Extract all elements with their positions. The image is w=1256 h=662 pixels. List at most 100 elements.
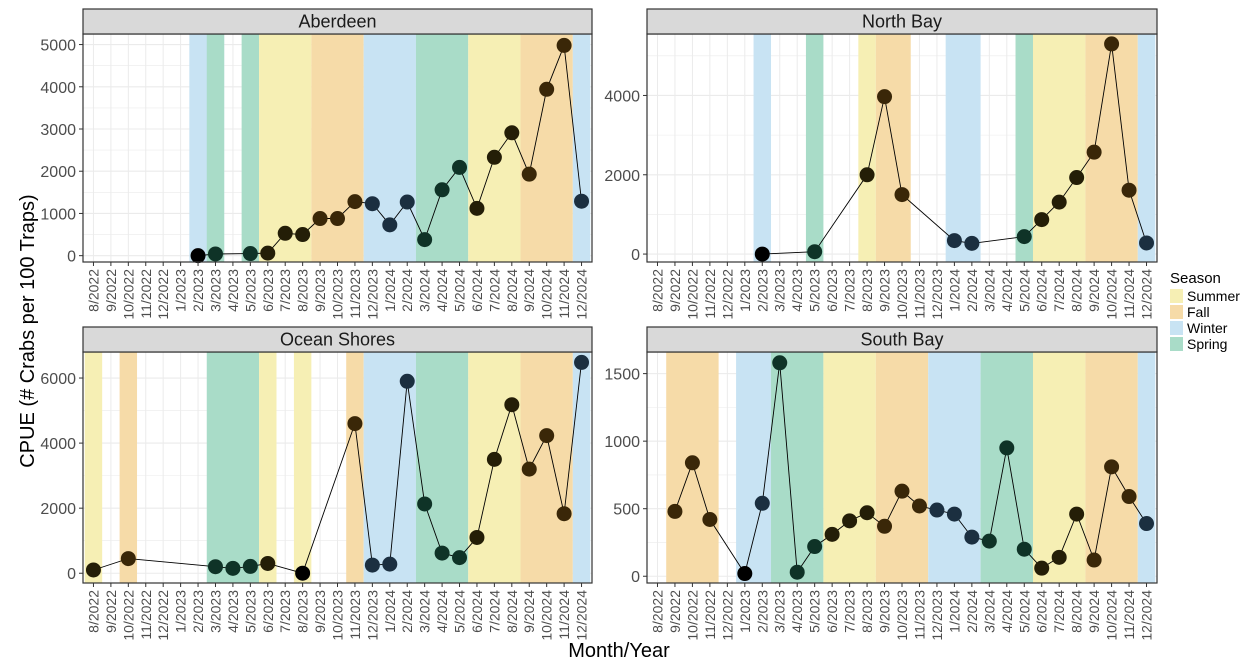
x-tick-label: 7/2023 (842, 590, 858, 633)
data-point (225, 560, 241, 576)
x-tick-label: 10/2024 (1104, 269, 1120, 320)
x-tick-label: 10/2022 (120, 590, 136, 641)
x-tick-label: 11/2024 (556, 590, 572, 640)
x-tick-label: 11/2024 (1121, 590, 1137, 640)
x-tick-label: 11/2024 (556, 269, 572, 319)
x-tick-label: 12/2023 (364, 590, 380, 641)
y-tick-label: 0 (67, 566, 76, 583)
facet-title: Ocean Shores (280, 330, 395, 350)
facet-strip (82, 326, 593, 353)
x-tick-label: 12/2024 (574, 269, 590, 320)
season-band-spring (206, 352, 260, 583)
facet-strip (82, 8, 593, 35)
data-point (702, 512, 718, 528)
data-point (574, 354, 590, 370)
x-tick-label: 6/2023 (824, 590, 840, 633)
x-tick-label: 9/2023 (312, 269, 328, 312)
y-tick-label: 0 (67, 249, 76, 266)
x-tick-label: 4/2024 (434, 590, 450, 633)
x-tick-label: 10/2023 (894, 590, 910, 641)
data-point (754, 246, 770, 262)
data-point (260, 555, 276, 571)
data-point (382, 556, 398, 572)
x-tick-label: 8/2022 (85, 269, 101, 312)
x-tick-label: 1/2024 (382, 269, 398, 312)
data-point (85, 562, 101, 578)
x-tick-label: 11/2023 (911, 269, 927, 319)
x-tick-label: 2/2023 (190, 590, 206, 633)
season-band-summer (468, 352, 521, 583)
data-point (452, 159, 468, 175)
x-tick-label: 10/2023 (894, 269, 910, 320)
x-tick-label: 6/2023 (260, 269, 276, 312)
data-point (486, 149, 502, 165)
y-tick-label: 500 (613, 502, 640, 519)
x-tick-label: 7/2024 (1051, 590, 1067, 633)
data-point (1121, 489, 1137, 505)
x-tick-label: 5/2023 (242, 590, 258, 633)
data-point (330, 211, 345, 227)
x-tick-label: 12/2023 (929, 590, 945, 641)
season-band-summer (293, 352, 312, 583)
data-point (539, 428, 555, 444)
season-band-winter (753, 34, 772, 262)
season-band-fall (311, 34, 364, 262)
x-tick-label: 10/2024 (539, 590, 555, 641)
data-point (417, 232, 433, 248)
facet-title: South Bay (860, 330, 943, 350)
x-tick-label: 9/2022 (667, 269, 683, 312)
data-point (824, 526, 840, 542)
data-point (469, 200, 485, 216)
x-tick-label: 3/2023 (207, 269, 223, 312)
x-tick-label: 4/2023 (789, 590, 805, 633)
x-tick-label: 9/2024 (1086, 269, 1102, 312)
x-tick-label: 5/2024 (1016, 269, 1032, 312)
x-tick-label: 2/2024 (964, 590, 980, 633)
season-band-fall (346, 352, 364, 583)
x-tick-label: 12/2023 (364, 269, 380, 320)
data-point (911, 498, 927, 514)
legend-swatch-spring (1170, 337, 1183, 351)
x-tick-label: 3/2024 (981, 590, 997, 633)
data-point (999, 440, 1015, 456)
season-band-summer (259, 352, 277, 583)
x-tick-label: 1/2023 (737, 590, 753, 633)
x-tick-label: 9/2024 (1086, 590, 1102, 633)
x-tick-label: 8/2024 (1069, 590, 1085, 633)
season-band-spring (241, 34, 260, 262)
x-tick-label: 11/2022 (702, 590, 718, 640)
season-band-summer (858, 34, 876, 262)
data-point (364, 196, 380, 212)
x-tick-label: 8/2023 (295, 590, 311, 633)
x-tick-label: 10/2022 (120, 269, 136, 320)
data-point (486, 451, 502, 467)
data-point (242, 558, 258, 574)
x-tick-label: 11/2022 (138, 590, 154, 640)
x-tick-label: 5/2023 (807, 269, 823, 312)
data-point (946, 233, 962, 249)
data-point (877, 518, 893, 534)
legend-label: Spring (1187, 336, 1227, 352)
data-point (1121, 182, 1137, 198)
y-tick-label: 3000 (40, 122, 76, 139)
facet-strip (646, 8, 1158, 35)
y-axis-title: CPUE (# Crabs per 100 Traps) (17, 194, 39, 467)
x-tick-label: 12/2024 (1139, 590, 1155, 641)
x-tick-label: 9/2022 (103, 590, 119, 633)
season-band-summer (84, 352, 103, 583)
x-tick-label: 3/2023 (772, 269, 788, 312)
x-tick-label: 7/2023 (842, 269, 858, 312)
x-tick-label: 8/2024 (1069, 269, 1085, 312)
data-point (1104, 36, 1120, 52)
data-point (1016, 541, 1032, 557)
data-point (842, 513, 858, 529)
data-point (120, 551, 136, 567)
data-point (434, 182, 450, 198)
season-band-summer (1032, 34, 1086, 262)
x-tick-label: 12/2022 (719, 269, 735, 320)
x-tick-label: 4/2023 (789, 269, 805, 312)
data-point (929, 502, 945, 518)
x-tick-label: 11/2023 (347, 590, 363, 640)
x-tick-label: 1/2023 (173, 590, 189, 633)
